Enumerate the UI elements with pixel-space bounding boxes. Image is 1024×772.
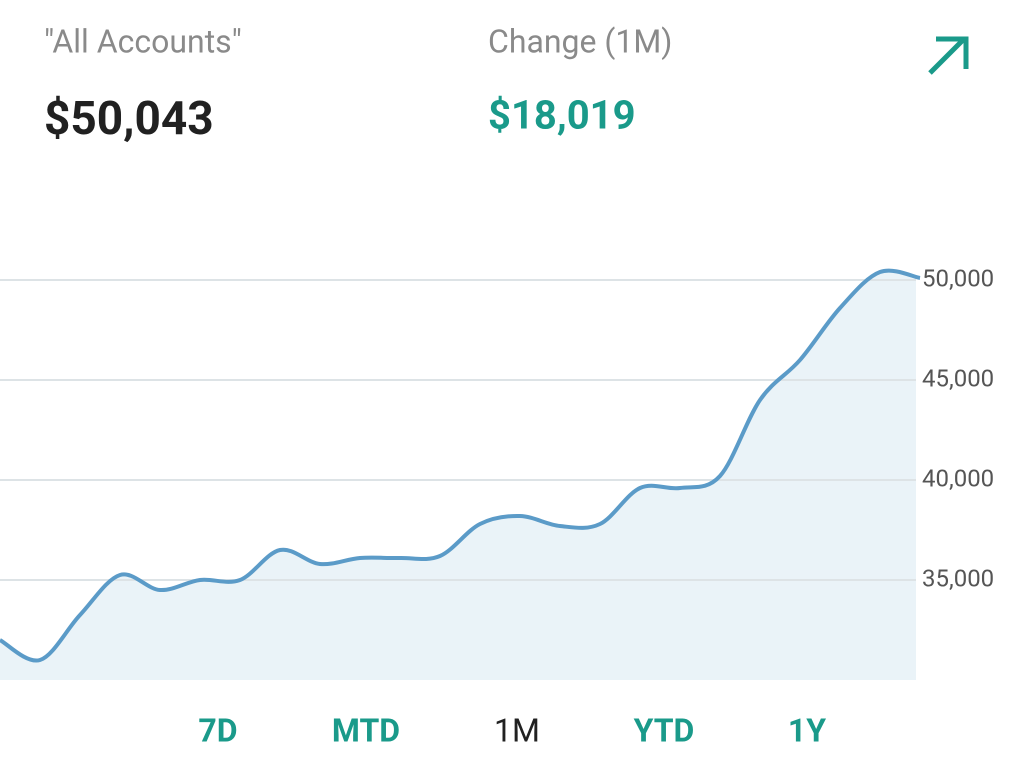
expand-icon[interactable] — [928, 36, 969, 75]
account-value: $50,043 — [44, 92, 214, 146]
line — [0, 268, 921, 663]
plot: 35,000 40,000 45,000 50,000 — [0, 240, 994, 680]
range-button[interactable]: 7D — [198, 711, 237, 749]
y-tick-label: 50,000 — [922, 264, 994, 292]
range-button[interactable]: 1M — [494, 711, 540, 749]
plot-mask — [916, 240, 920, 680]
y-tick-label: 45,000 — [922, 364, 994, 392]
range-button[interactable]: 1Y — [788, 711, 826, 749]
range-selector: 7D MTD 1M YTD 1Y — [198, 711, 826, 749]
y-tick-label: 35,000 — [922, 564, 994, 592]
range-button[interactable]: YTD — [634, 711, 695, 749]
icon-stroke — [936, 36, 969, 69]
change-label: Change (1M) — [488, 22, 672, 60]
icon-stroke — [928, 37, 966, 75]
range-button[interactable]: MTD — [332, 711, 400, 749]
y-tick-label: 40,000 — [922, 464, 994, 492]
change-value: $18,019 — [488, 92, 636, 139]
account-label: "All Accounts" — [44, 22, 242, 60]
area — [0, 270, 920, 680]
